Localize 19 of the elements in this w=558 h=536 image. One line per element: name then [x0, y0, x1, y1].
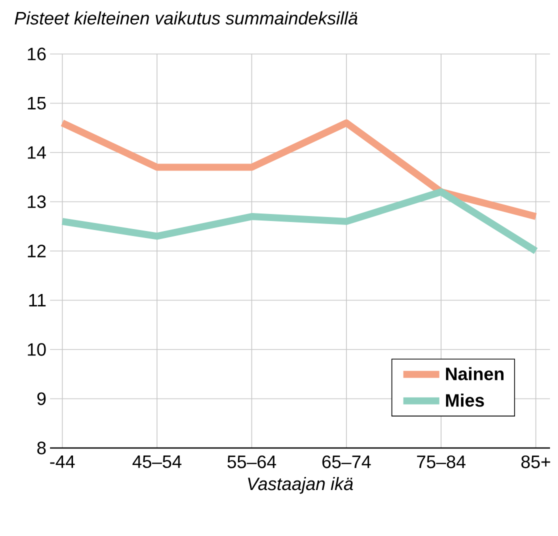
y-tick-label: 11	[29, 294, 46, 306]
y-tick-label: 10	[28, 343, 46, 356]
legend-label: Mies	[446, 394, 484, 407]
x-tick-label: -44	[50, 456, 75, 468]
x-axis-title: Vastaajan ikä	[248, 477, 353, 494]
x-tick-label: 45–54	[132, 456, 182, 468]
x-tick-label: 65–74	[322, 455, 371, 468]
y-tick-label: 12	[28, 244, 46, 258]
y-tick-label: 9	[37, 392, 46, 406]
y-tick-label: 13	[28, 195, 46, 208]
y-tick-label: 14	[28, 146, 46, 159]
x-tick-label: 85+	[521, 455, 550, 468]
legend-label: Nainen	[446, 367, 504, 380]
x-tick-label: 75–84	[417, 455, 466, 468]
y-tick-label: 15	[28, 96, 46, 110]
y-axis-title: Pisteet kielteinen vaikutus summaindeksillä	[14, 11, 358, 25]
y-tick-label: 16	[28, 48, 46, 60]
x-tick-label: 55–64	[227, 455, 276, 468]
y-tick-label: 8	[37, 442, 46, 454]
